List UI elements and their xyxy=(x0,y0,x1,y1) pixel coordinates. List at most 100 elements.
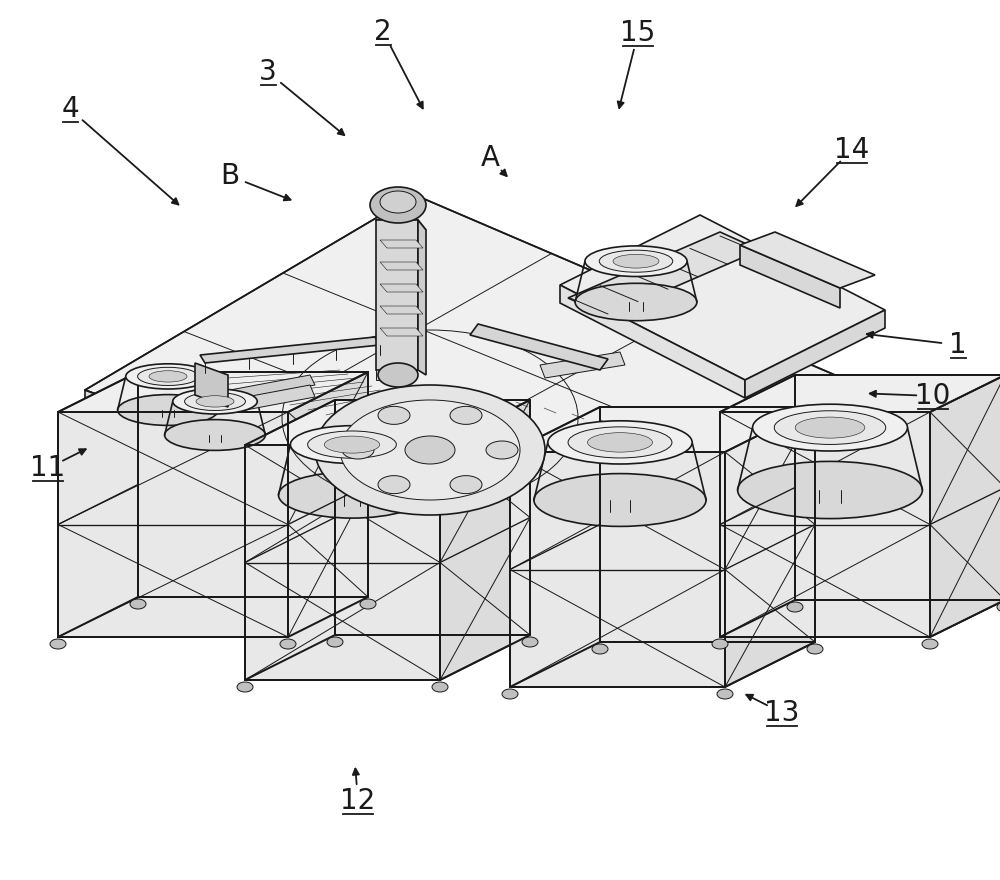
Ellipse shape xyxy=(774,411,886,444)
Polygon shape xyxy=(510,642,815,687)
Text: 3: 3 xyxy=(259,58,277,86)
Text: B: B xyxy=(220,162,240,190)
Ellipse shape xyxy=(327,637,343,647)
Ellipse shape xyxy=(787,602,803,612)
Polygon shape xyxy=(58,372,368,412)
Polygon shape xyxy=(560,215,885,380)
Text: 4: 4 xyxy=(61,95,79,123)
Ellipse shape xyxy=(613,254,659,268)
Ellipse shape xyxy=(118,394,218,425)
Polygon shape xyxy=(560,285,745,398)
Ellipse shape xyxy=(378,363,418,387)
Text: 2: 2 xyxy=(374,18,392,46)
Ellipse shape xyxy=(185,392,245,410)
Ellipse shape xyxy=(173,389,257,414)
Ellipse shape xyxy=(450,476,482,494)
Text: 15: 15 xyxy=(620,19,656,48)
Ellipse shape xyxy=(717,689,733,699)
Ellipse shape xyxy=(324,436,380,453)
Polygon shape xyxy=(740,232,875,288)
Text: 10: 10 xyxy=(915,382,951,410)
Ellipse shape xyxy=(450,407,482,424)
Ellipse shape xyxy=(342,441,374,459)
Polygon shape xyxy=(930,375,1000,637)
Polygon shape xyxy=(720,412,930,637)
Polygon shape xyxy=(58,597,368,637)
Polygon shape xyxy=(510,407,815,452)
Ellipse shape xyxy=(599,250,673,272)
Ellipse shape xyxy=(126,363,210,389)
Polygon shape xyxy=(470,324,608,370)
Polygon shape xyxy=(245,400,530,445)
Ellipse shape xyxy=(432,682,448,692)
Text: 12: 12 xyxy=(340,787,376,815)
Ellipse shape xyxy=(290,426,414,464)
Polygon shape xyxy=(195,363,228,407)
Text: A: A xyxy=(480,144,500,172)
Text: 13: 13 xyxy=(764,699,800,727)
Ellipse shape xyxy=(738,461,922,518)
Polygon shape xyxy=(380,262,423,270)
Polygon shape xyxy=(58,412,288,637)
Ellipse shape xyxy=(712,639,728,649)
Ellipse shape xyxy=(585,246,687,276)
Polygon shape xyxy=(380,328,423,336)
Ellipse shape xyxy=(753,404,907,451)
Ellipse shape xyxy=(568,427,672,458)
Polygon shape xyxy=(380,240,423,248)
Ellipse shape xyxy=(315,385,545,515)
Polygon shape xyxy=(568,232,760,316)
Polygon shape xyxy=(230,385,315,412)
Ellipse shape xyxy=(807,644,823,654)
Ellipse shape xyxy=(237,682,253,692)
Polygon shape xyxy=(745,310,885,398)
Ellipse shape xyxy=(149,370,187,382)
Polygon shape xyxy=(740,245,840,308)
Ellipse shape xyxy=(360,599,376,609)
Polygon shape xyxy=(380,306,423,314)
Ellipse shape xyxy=(795,417,865,438)
Ellipse shape xyxy=(548,421,692,464)
Ellipse shape xyxy=(378,476,410,494)
Polygon shape xyxy=(720,600,1000,637)
Text: 1: 1 xyxy=(949,331,967,359)
Ellipse shape xyxy=(997,602,1000,612)
Ellipse shape xyxy=(592,644,608,654)
Ellipse shape xyxy=(278,472,426,518)
Polygon shape xyxy=(376,220,418,370)
Polygon shape xyxy=(720,375,1000,412)
Ellipse shape xyxy=(138,367,198,385)
Ellipse shape xyxy=(575,283,697,320)
Polygon shape xyxy=(85,390,540,582)
Ellipse shape xyxy=(502,689,518,699)
Ellipse shape xyxy=(130,599,146,609)
Text: 14: 14 xyxy=(834,136,870,164)
Ellipse shape xyxy=(50,639,66,649)
Ellipse shape xyxy=(340,400,520,500)
Ellipse shape xyxy=(922,639,938,649)
Polygon shape xyxy=(376,220,384,380)
Ellipse shape xyxy=(308,431,396,458)
Polygon shape xyxy=(540,352,625,378)
Polygon shape xyxy=(380,284,423,292)
Polygon shape xyxy=(376,220,426,230)
Polygon shape xyxy=(288,372,368,637)
Polygon shape xyxy=(245,445,440,680)
Polygon shape xyxy=(540,390,870,582)
Polygon shape xyxy=(510,452,725,687)
Ellipse shape xyxy=(486,441,518,459)
Polygon shape xyxy=(418,220,426,375)
Ellipse shape xyxy=(380,191,416,213)
Polygon shape xyxy=(245,635,530,680)
Polygon shape xyxy=(725,407,815,687)
Ellipse shape xyxy=(534,473,706,526)
Polygon shape xyxy=(230,375,315,400)
Ellipse shape xyxy=(588,433,652,452)
Polygon shape xyxy=(440,400,530,680)
Ellipse shape xyxy=(165,420,265,451)
Text: 11: 11 xyxy=(30,454,66,482)
Ellipse shape xyxy=(370,187,426,223)
Ellipse shape xyxy=(522,637,538,647)
Ellipse shape xyxy=(405,436,455,464)
Polygon shape xyxy=(85,195,870,560)
